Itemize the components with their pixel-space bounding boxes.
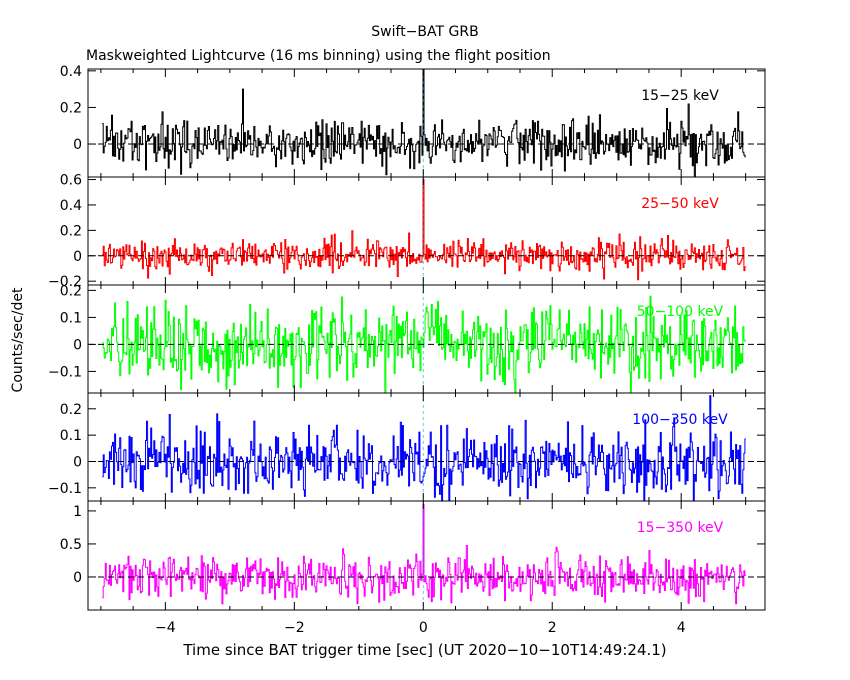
y-tick-label: 0 [73,249,82,265]
band-label-4: 100−350 keV [632,412,728,428]
x-tick-label: −2 [284,620,305,636]
y-axis-label: Counts/sec/det [10,287,26,392]
series-line-4 [102,395,746,501]
y-tick-label: 0.1 [60,310,82,326]
band-label-5: 15−350 keV [637,520,724,536]
y-tick-label: −0.2 [48,274,82,290]
panel-frame-5 [87,500,766,611]
y-tick-label: 0.1 [60,428,82,444]
x-tick-label: −4 [155,620,176,636]
panel-5: 0 0.5 1 15−350 keV [60,500,766,611]
y-tick-label: 0 [73,137,82,153]
y-tick-label: 0.2 [60,223,82,239]
panel-frame-2 [87,176,766,286]
series-line-1 [102,69,746,177]
x-tick-label: 4 [677,620,686,636]
x-tick-label: 0 [419,620,428,636]
y-tick-label: −0.1 [48,481,82,497]
series-line-2 [102,179,746,281]
panel-4: −0.1 0 0.1 0.2 100−350 keV [48,392,766,502]
x-tick-label: 2 [548,620,557,636]
y-tick-label: 0.4 [60,64,82,80]
y-tick-label: 0.4 [60,198,82,214]
band-label-2: 25−50 keV [641,196,719,212]
y-tick-label: 0.2 [60,402,82,418]
x-axis-label: Time since BAT trigger time [sec] (UT 20… [182,641,666,659]
y-tick-label: 0 [73,454,82,470]
series-line-3 [102,295,746,393]
y-tick-label: 0.2 [60,283,82,299]
panel-2: −0.2 0 0.2 0.4 0.6 25−50 keV [48,173,766,290]
chart-title: Swift−BAT GRB [371,24,478,40]
y-tick-label: 0.2 [60,100,82,116]
y-tick-label: 0 [73,570,82,586]
y-tick-label: 0.6 [60,173,82,189]
chart-subtitle: Maskweighted Lightcurve (16 ms binning) … [86,48,551,64]
y-tick-label: −0.1 [48,364,82,380]
panels-group: 00.20.415−25 keV−0.200.20.40.625−50 keV−… [48,64,766,636]
series-line-5 [102,503,746,605]
panel-3: −0.1 0 0.1 0.2 50−100 keV [48,283,766,394]
band-label-1: 15−25 keV [641,88,719,104]
y-tick-label: 0.5 [60,537,82,553]
y-tick-label: 0 [73,337,82,353]
band-label-3: 50−100 keV [637,304,724,320]
panel-1: 0 0.2 0.4 15−25 keV [60,64,766,178]
y-tick-label: 1 [73,504,82,520]
